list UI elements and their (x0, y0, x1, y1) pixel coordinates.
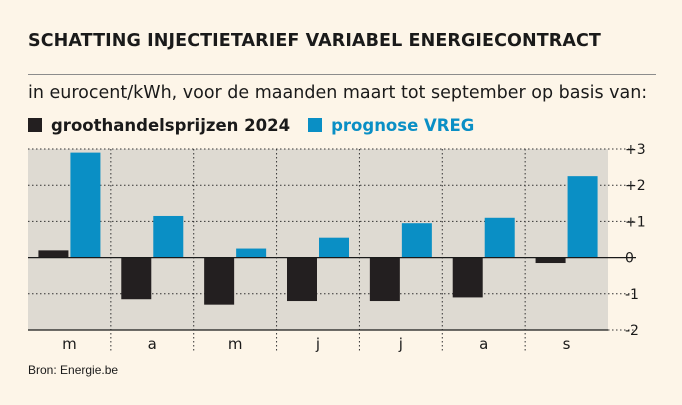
bar-groothandelsprijzen-3 (287, 257, 317, 302)
title-divider (28, 74, 656, 75)
x-tick-label-6: s (563, 335, 571, 353)
bar-groothandelsprijzen-6 (535, 257, 566, 264)
legend-swatch-groothandelsprijzen (28, 118, 42, 132)
bar-prognose-4 (401, 223, 432, 258)
legend-item-groothandelsprijzen: groothandelsprijzen 2024 (28, 116, 290, 135)
source-note: Bron: Energie.be (28, 363, 119, 377)
x-tick-label-1: a (148, 335, 157, 353)
bar-groothandelsprijzen-5 (452, 257, 483, 298)
y-tick-label-3: 0 (625, 251, 634, 267)
bar-groothandelsprijzen-0 (38, 250, 69, 258)
y-tick-label-5: -2 (625, 323, 639, 339)
bar-groothandelsprijzen-4 (369, 257, 400, 302)
y-tick-label-1: +2 (625, 178, 646, 194)
y-tick-labels: +3 +2 +1 0 -1 -2 (625, 142, 646, 339)
bar-prognose-0 (70, 152, 101, 258)
y-tick-label-4: -1 (625, 287, 639, 303)
chart-title: SCHATTING INJECTIETARIEF VARIABEL ENERGI… (28, 31, 601, 51)
bar-groothandelsprijzen-1 (121, 257, 152, 300)
bar-groothandelsprijzen-2 (204, 257, 235, 305)
legend-label-prognose: prognose VREG (331, 115, 475, 135)
legend: groothandelsprijzen 2024 prognose VREG (28, 115, 492, 135)
y-tick-label-0: +3 (625, 142, 646, 158)
x-tick-label-2: m (228, 335, 243, 353)
x-tick-label-4: j (398, 335, 403, 353)
bar-prognose-2 (236, 248, 267, 258)
plot-area (28, 149, 608, 330)
chart-subtitle: in eurocent/kWh, voor de maanden maart t… (28, 83, 648, 103)
bars (38, 152, 598, 305)
x-tick-label-3: j (315, 335, 320, 353)
bar-prognose-1 (153, 215, 184, 258)
bar-prognose-6 (567, 176, 598, 258)
bar-prognose-5 (484, 217, 515, 258)
x-tick-label-0: m (62, 335, 77, 353)
legend-label-groothandelsprijzen: groothandelsprijzen 2024 (51, 115, 291, 135)
y-tick-label-2: +1 (625, 214, 646, 230)
axes (28, 257, 636, 331)
legend-item-prognose: prognose VREG (308, 116, 474, 135)
x-tick-label-5: a (479, 335, 488, 353)
bar-prognose-3 (319, 237, 349, 258)
legend-swatch-prognose (308, 118, 323, 132)
